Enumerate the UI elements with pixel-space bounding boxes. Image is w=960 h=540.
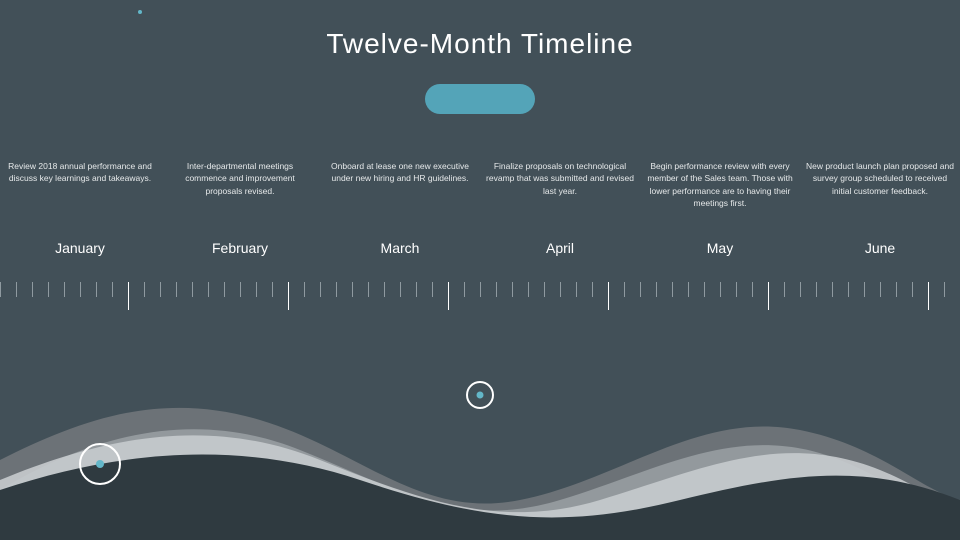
month-label: June <box>806 240 954 256</box>
tick-minor <box>16 282 17 297</box>
month-description: New product launch plan proposed and sur… <box>800 160 960 209</box>
description-text: Inter-departmental meetings commence and… <box>166 160 314 197</box>
tick-minor <box>496 282 497 297</box>
timeline-ticks <box>0 282 960 310</box>
tick-minor <box>848 282 849 297</box>
tick-minor <box>0 282 1 297</box>
tick-minor <box>576 282 577 297</box>
tick-minor <box>512 282 513 297</box>
tick-minor <box>720 282 721 297</box>
tick-minor <box>160 282 161 297</box>
tick-minor <box>176 282 177 297</box>
tick-minor <box>688 282 689 297</box>
month-description: Inter-departmental meetings commence and… <box>160 160 320 209</box>
tick-minor <box>416 282 417 297</box>
tick-minor <box>640 282 641 297</box>
accent-pill <box>425 84 535 114</box>
timeline-marker <box>466 381 494 409</box>
tick-minor <box>304 282 305 297</box>
months-row: January February March April May June <box>0 240 960 256</box>
month-label: January <box>6 240 154 256</box>
tick-minor <box>592 282 593 297</box>
tick-minor <box>528 282 529 297</box>
month-description: Review 2018 annual performance and discu… <box>0 160 160 209</box>
accent-dot <box>138 10 142 14</box>
tick-major <box>288 282 289 310</box>
tick-minor <box>400 282 401 297</box>
tick-minor <box>896 282 897 297</box>
tick-minor <box>80 282 81 297</box>
tick-minor <box>96 282 97 297</box>
tick-minor <box>944 282 945 297</box>
month-description: Onboard at lease one new executive under… <box>320 160 480 209</box>
month-cell: April <box>480 240 640 256</box>
tick-minor <box>864 282 865 297</box>
descriptions-row: Review 2018 annual performance and discu… <box>0 160 960 209</box>
tick-minor <box>368 282 369 297</box>
tick-minor <box>736 282 737 297</box>
month-label: April <box>486 240 634 256</box>
tick-minor <box>144 282 145 297</box>
month-label: March <box>326 240 474 256</box>
tick-minor <box>544 282 545 297</box>
tick-minor <box>224 282 225 297</box>
tick-minor <box>256 282 257 297</box>
tick-major <box>768 282 769 310</box>
tick-minor <box>816 282 817 297</box>
tick-major <box>128 282 129 310</box>
tick-minor <box>752 282 753 297</box>
tick-minor <box>464 282 465 297</box>
tick-minor <box>432 282 433 297</box>
month-cell: March <box>320 240 480 256</box>
month-cell: February <box>160 240 320 256</box>
month-description: Finalize proposals on technological reva… <box>480 160 640 209</box>
tick-minor <box>656 282 657 297</box>
tick-minor <box>832 282 833 297</box>
marker-dot <box>477 392 484 399</box>
tick-minor <box>352 282 353 297</box>
description-text: Review 2018 annual performance and discu… <box>6 160 154 185</box>
slide-title: Twelve-Month Timeline <box>0 28 960 60</box>
tick-minor <box>208 282 209 297</box>
tick-minor <box>800 282 801 297</box>
tick-minor <box>784 282 785 297</box>
tick-minor <box>704 282 705 297</box>
month-cell: June <box>800 240 960 256</box>
tick-minor <box>880 282 881 297</box>
tick-minor <box>192 282 193 297</box>
tick-major <box>928 282 929 310</box>
description-text: New product launch plan proposed and sur… <box>806 160 954 197</box>
tick-minor <box>912 282 913 297</box>
tick-minor <box>64 282 65 297</box>
timeline-slide: Twelve-Month Timeline Review 2018 annual… <box>0 0 960 540</box>
tick-major <box>448 282 449 310</box>
tick-minor <box>48 282 49 297</box>
description-text: Finalize proposals on technological reva… <box>486 160 634 197</box>
month-cell: January <box>0 240 160 256</box>
tick-minor <box>624 282 625 297</box>
tick-minor <box>272 282 273 297</box>
tick-minor <box>32 282 33 297</box>
month-description: Begin performance review with every memb… <box>640 160 800 209</box>
description-text: Begin performance review with every memb… <box>646 160 794 209</box>
tick-minor <box>672 282 673 297</box>
tick-minor <box>336 282 337 297</box>
tick-minor <box>384 282 385 297</box>
month-cell: May <box>640 240 800 256</box>
month-label: February <box>166 240 314 256</box>
month-label: May <box>646 240 794 256</box>
tick-minor <box>112 282 113 297</box>
tick-minor <box>560 282 561 297</box>
description-text: Onboard at lease one new executive under… <box>326 160 474 185</box>
tick-minor <box>320 282 321 297</box>
marker-dot <box>96 460 104 468</box>
tick-major <box>608 282 609 310</box>
timeline-marker <box>79 443 121 485</box>
tick-minor <box>480 282 481 297</box>
tick-minor <box>240 282 241 297</box>
wave-layer <box>0 440 960 540</box>
